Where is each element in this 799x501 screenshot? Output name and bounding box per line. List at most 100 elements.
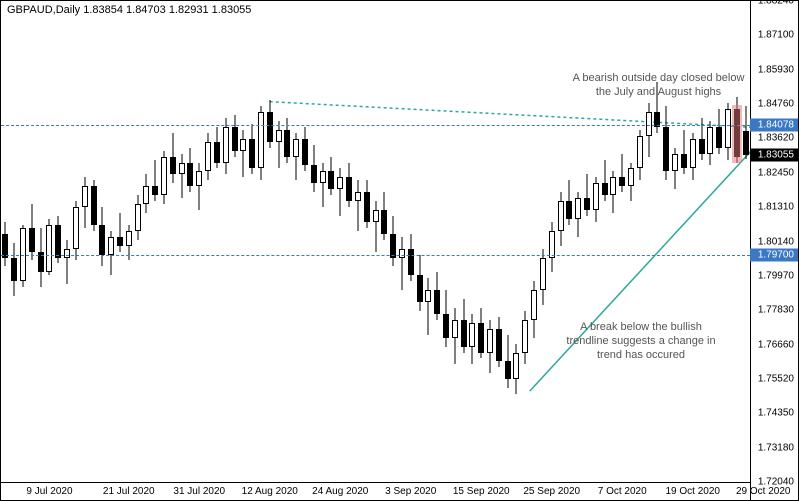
y-tick: 1.82450 (758, 167, 794, 178)
y-tick: 1.76660 (758, 339, 794, 350)
candle (258, 1, 264, 482)
y-tick: 1.84760 (758, 99, 794, 110)
chart-title: GBPAUD,Daily 1.83854 1.84703 1.82931 1.8… (7, 4, 251, 16)
chart-area[interactable]: A bearish outside day closed belowthe Ju… (1, 1, 798, 500)
candle (11, 1, 17, 482)
price-tag: 1.83055 (750, 148, 798, 161)
candle (205, 1, 211, 482)
candle (531, 1, 537, 482)
candle (143, 1, 149, 482)
candle (249, 1, 255, 482)
candle (91, 1, 97, 482)
y-tick: 1.80140 (758, 236, 794, 247)
candle (302, 1, 308, 482)
candle (452, 1, 458, 482)
candle (214, 1, 220, 482)
candle (161, 1, 167, 482)
candle (170, 1, 176, 482)
candle (549, 1, 555, 482)
candle (328, 1, 334, 482)
candle (320, 1, 326, 482)
candle (390, 1, 396, 482)
y-tick: 1.83620 (758, 133, 794, 144)
candle (469, 1, 475, 482)
y-tick: 1.74350 (758, 408, 794, 419)
candle (337, 1, 343, 482)
candle (355, 1, 361, 482)
candle (540, 1, 546, 482)
candle (2, 1, 8, 482)
candle (381, 1, 387, 482)
candle (223, 1, 229, 482)
y-tick: 1.88240 (758, 0, 794, 7)
y-tick: 1.79970 (758, 271, 794, 282)
annotation-top: A bearish outside day closed belowthe Ju… (556, 72, 761, 100)
price-tag: 1.79700 (750, 248, 798, 261)
horizontal-level (1, 255, 750, 256)
candle (38, 1, 44, 482)
chart-container: GBPAUD,Daily 1.83854 1.84703 1.82931 1.8… (0, 0, 799, 501)
candle (487, 1, 493, 482)
candle (346, 1, 352, 482)
candle (55, 1, 61, 482)
candle (267, 1, 273, 482)
y-tick: 1.77830 (758, 305, 794, 316)
candle (408, 1, 414, 482)
candle (187, 1, 193, 482)
x-tick: 21 Jul 2020 (103, 486, 155, 497)
x-tick: 31 Jul 2020 (173, 486, 225, 497)
candle (364, 1, 370, 482)
x-tick: 24 Aug 2020 (312, 486, 368, 497)
x-tick: 12 Aug 2020 (242, 486, 298, 497)
candle (29, 1, 35, 482)
annotation-bottom: A break below the bullishtrendline sugge… (546, 321, 736, 362)
candle (284, 1, 290, 482)
candle (443, 1, 449, 482)
x-tick: 7 Oct 2020 (598, 486, 647, 497)
candle (73, 1, 79, 482)
candle (505, 1, 511, 482)
x-tick: 29 Oct 2020 (736, 486, 790, 497)
candle (117, 1, 123, 482)
candle (513, 1, 519, 482)
candle (20, 1, 26, 482)
candle (108, 1, 114, 482)
candle (46, 1, 52, 482)
candle (240, 1, 246, 482)
candle (276, 1, 282, 482)
candle (135, 1, 141, 482)
candle (152, 1, 158, 482)
candle (99, 1, 105, 482)
y-tick: 1.81310 (758, 201, 794, 212)
x-tick: 15 Sep 2020 (453, 486, 510, 497)
price-tag: 1.84078 (750, 118, 798, 131)
x-axis: 9 Jul 2020 21 Jul 2020 31 Jul 2020 12 Aug 2… (1, 482, 750, 500)
candle (522, 1, 528, 482)
bearish-highlight (732, 105, 742, 163)
candle (399, 1, 405, 482)
candle (232, 1, 238, 482)
candle (478, 1, 484, 482)
candle (425, 1, 431, 482)
y-axis: 1.88240 1.87100 1.85930 1.84760 1.83620 1.824… (750, 1, 798, 500)
candle (461, 1, 467, 482)
candle (82, 1, 88, 482)
candle (196, 1, 202, 482)
y-tick: 1.73180 (758, 443, 794, 454)
y-tick: 1.85930 (758, 64, 794, 75)
x-tick: 19 Oct 2020 (665, 486, 719, 497)
x-tick: 25 Sep 2020 (523, 486, 580, 497)
candle (311, 1, 317, 482)
horizontal-level (1, 125, 750, 126)
candle (126, 1, 132, 482)
y-tick: 1.75520 (758, 373, 794, 384)
candle (373, 1, 379, 482)
candle (496, 1, 502, 482)
candle (434, 1, 440, 482)
y-tick: 1.87100 (758, 29, 794, 40)
x-tick: 3 Sep 2020 (385, 486, 436, 497)
candle (293, 1, 299, 482)
x-tick: 9 Jul 2020 (26, 486, 72, 497)
candle (417, 1, 423, 482)
candle (64, 1, 70, 482)
